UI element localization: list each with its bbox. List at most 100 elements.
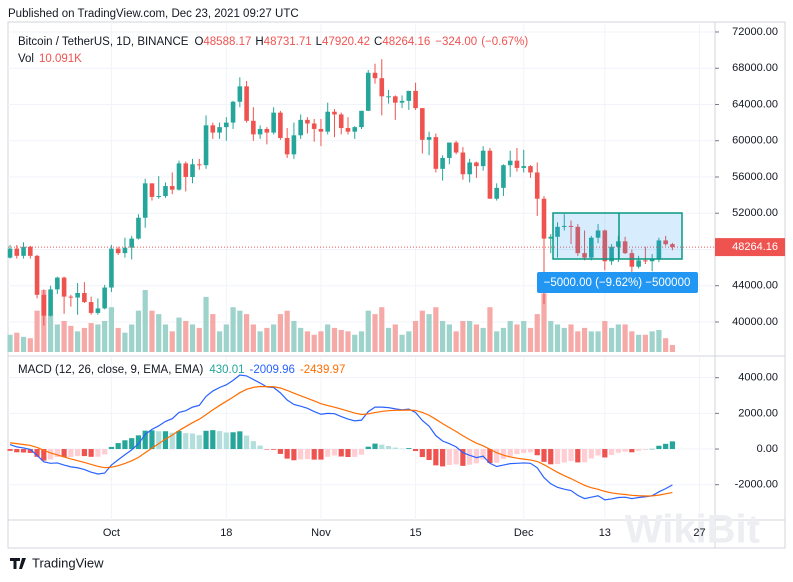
macd-histogram-bar — [358, 449, 365, 455]
candle-body — [136, 217, 141, 239]
symbol: Bitcoin / TetherUS, 1D, BINANCE — [18, 36, 189, 48]
macd-histogram-bar — [595, 449, 601, 456]
signal-value: -2439.97 — [300, 364, 345, 376]
macd-histogram-bar — [629, 449, 635, 453]
candle-body — [453, 142, 459, 153]
macd-histogram-bar — [304, 449, 311, 460]
candle-body — [102, 287, 107, 309]
macd-histogram-bar — [608, 449, 615, 456]
candle-body — [663, 240, 668, 245]
candle-body — [163, 186, 168, 197]
volume-bar — [122, 332, 128, 352]
macd-histogram-bar — [460, 449, 466, 466]
volume-bar — [392, 324, 398, 352]
volume-bar — [561, 327, 567, 352]
macd-histogram-bar — [412, 449, 419, 452]
candle-body — [271, 112, 276, 133]
volume-bar — [210, 314, 216, 352]
volume-bar — [27, 338, 33, 352]
candle-body — [345, 128, 351, 132]
volume-bar — [548, 321, 554, 352]
macd-histogram-bar — [446, 449, 452, 466]
x-tick-label: 15 — [409, 527, 421, 539]
volume-value: 10.091K — [39, 53, 82, 65]
volume-bar — [115, 327, 121, 352]
macd-histogram-bar — [615, 449, 621, 453]
volume-bar — [588, 331, 594, 352]
y-tick-label: 56000.00 — [732, 171, 778, 183]
volume-bar — [176, 317, 182, 352]
volume-bar — [223, 324, 229, 352]
volume-bar — [365, 310, 371, 352]
macd-histogram-bar — [277, 449, 283, 454]
candle-body — [61, 277, 67, 297]
macd-histogram-bar — [34, 449, 40, 457]
candle-body — [399, 100, 405, 103]
x-tick-label: 13 — [599, 527, 611, 539]
y-tick-label: 44000.00 — [732, 280, 778, 292]
macd-histogram-bar — [95, 449, 101, 457]
volume-bar — [68, 325, 74, 352]
legend-header: Bitcoin / TetherUS, 1D, BINANCE O48588.17… — [18, 36, 528, 48]
candle-body — [95, 308, 101, 313]
candle-body — [507, 160, 513, 166]
volume-bar — [379, 307, 385, 352]
candle-body — [109, 248, 114, 288]
macd-histogram-bar — [27, 449, 33, 453]
candle-body — [440, 157, 445, 169]
volume-bar — [149, 310, 155, 352]
macd-histogram-bar — [298, 449, 304, 460]
candle-body — [467, 162, 472, 175]
logo-icon — [10, 558, 26, 569]
macd-histogram-bar — [554, 449, 561, 465]
candle-body — [55, 277, 60, 290]
macd-histogram-bar — [345, 449, 351, 458]
candle-body — [487, 150, 493, 199]
candle-body — [244, 86, 249, 121]
candle-body — [447, 142, 452, 158]
volume-bar — [534, 314, 540, 352]
volume-bar — [34, 310, 40, 352]
volume-bar — [264, 327, 270, 352]
last-price-label: 48264.16 — [732, 241, 778, 253]
volume-bar — [162, 324, 169, 352]
volume-bars — [7, 290, 676, 352]
candle-body — [561, 225, 567, 227]
measure-label-box — [537, 272, 698, 293]
macd-histogram-bar — [548, 449, 554, 465]
volume-bar — [189, 324, 196, 352]
macd-histogram-bar — [379, 444, 385, 450]
macd-histogram-bar — [500, 449, 507, 459]
macd-histogram-bar — [129, 438, 135, 450]
volume-bar — [642, 334, 648, 352]
volume-bar — [291, 321, 297, 352]
measure-box — [552, 212, 683, 260]
candle-body — [311, 123, 317, 129]
volume-bar — [581, 327, 588, 352]
candle-body — [480, 150, 486, 167]
candle-body — [595, 230, 601, 238]
macd-histogram-bar — [156, 431, 162, 450]
macd-histogram-bar — [149, 430, 155, 450]
candle-body — [379, 78, 385, 97]
volume-bar — [14, 332, 20, 352]
macd-histogram-bar — [480, 449, 486, 460]
candle-body — [589, 237, 594, 258]
volume-bar — [541, 293, 547, 352]
last-price-badge — [715, 238, 785, 257]
candle-body — [433, 137, 439, 169]
candle-body — [643, 260, 648, 262]
macd-histogram-bar — [142, 430, 148, 450]
macd-histogram-bar — [392, 447, 398, 450]
macd-histogram-bar — [534, 449, 540, 456]
candle-body — [534, 172, 540, 199]
candle-body — [176, 163, 182, 190]
macd-hist-value: 430.01 — [209, 364, 244, 376]
macd-value: -2009.96 — [250, 364, 295, 376]
y-tick-label: 4000.00 — [738, 372, 778, 384]
volume-bar — [203, 296, 209, 352]
macd-histogram-bar — [365, 446, 371, 450]
macd-histogram-bar — [47, 449, 54, 460]
macd-histogram-bar — [7, 449, 13, 451]
low-value: 47920.42 — [322, 36, 370, 48]
